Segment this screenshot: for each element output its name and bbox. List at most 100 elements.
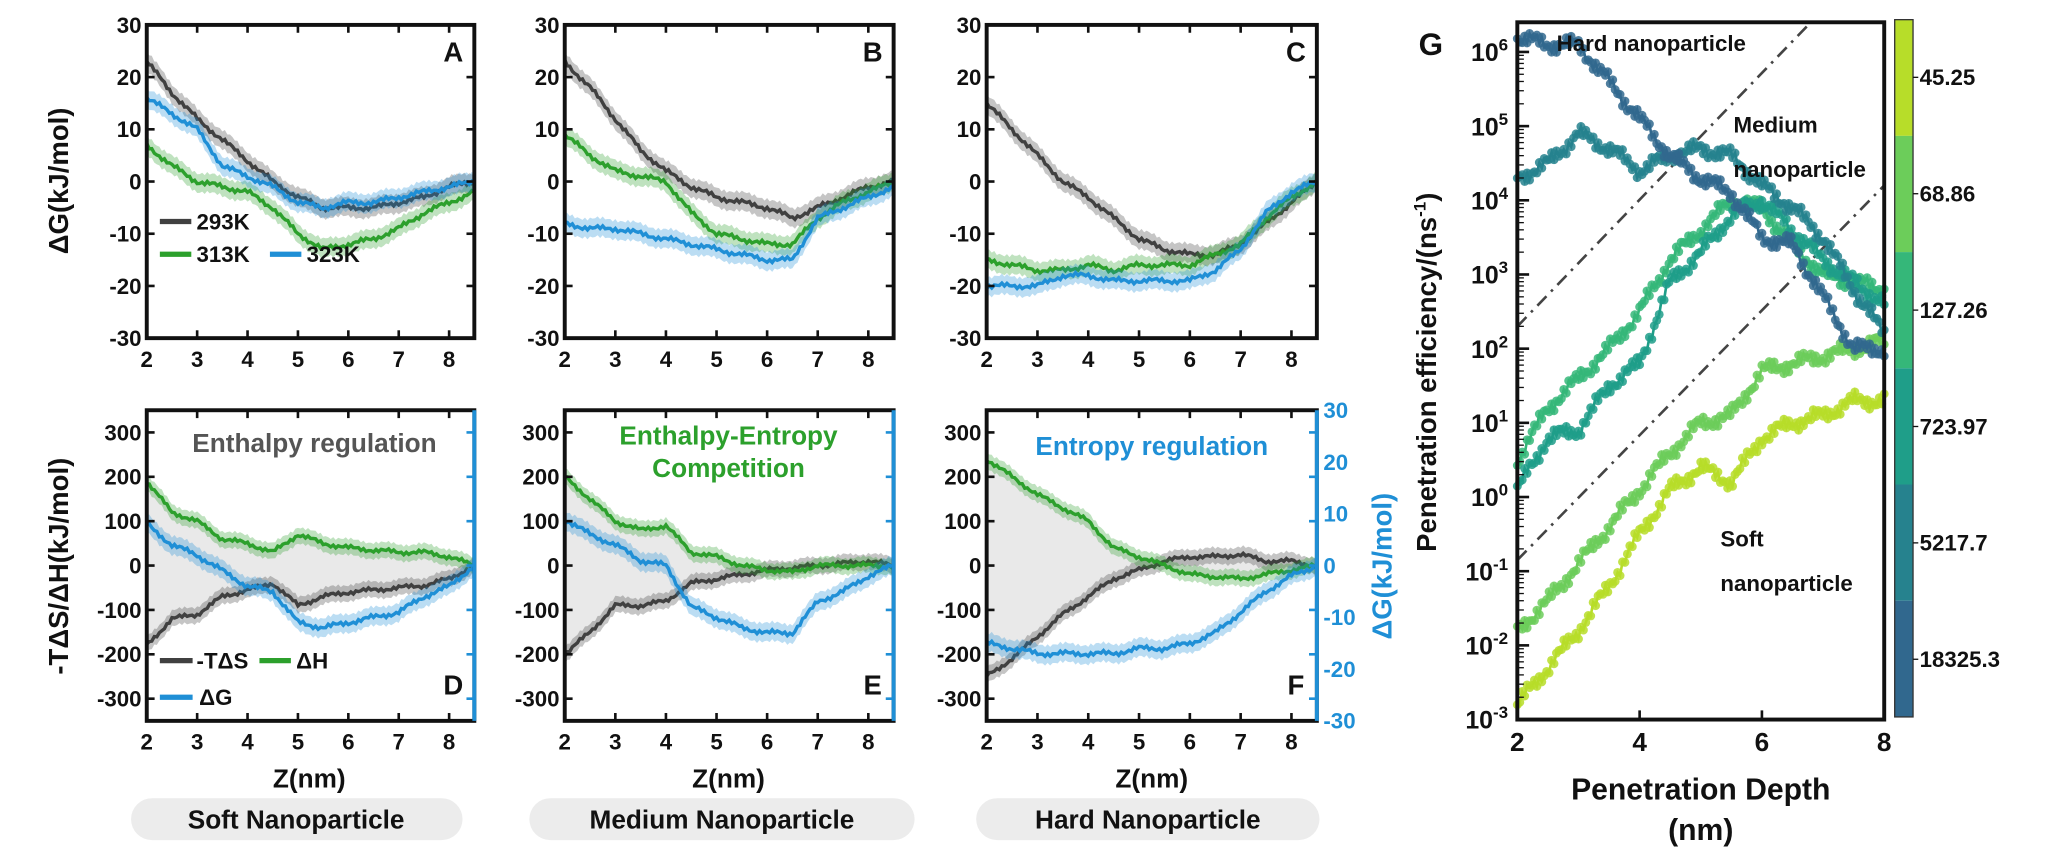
y2-tick-label: -10 (1323, 605, 1355, 630)
y-tick-label: 200 (522, 465, 559, 490)
data-point (1784, 367, 1794, 377)
data-point (1840, 329, 1850, 339)
panel-c (984, 22, 1319, 341)
data-point (1517, 475, 1527, 485)
data-point (1725, 411, 1735, 421)
data-point (1742, 166, 1752, 176)
y-tick-label: -200 (97, 642, 142, 667)
x-tick-label: 3 (609, 730, 621, 755)
data-point (1591, 364, 1601, 374)
data-point (1715, 175, 1725, 185)
y-tick-label: -10 (527, 222, 559, 247)
series-line-313K (145, 142, 476, 251)
data-point (1630, 497, 1640, 507)
legend-313k: 313K (197, 242, 250, 267)
data-point (1838, 258, 1848, 268)
colorbar-band (1894, 19, 1914, 136)
data-point (1608, 75, 1618, 85)
data-point (1686, 163, 1696, 173)
data-point (1659, 456, 1669, 466)
x-tick-label: 4 (660, 730, 673, 755)
axes-frame (562, 22, 896, 341)
data-point (1674, 148, 1684, 158)
data-point (1576, 430, 1586, 440)
data-point (1874, 317, 1884, 327)
x-tick-label: 3 (609, 347, 621, 372)
data-point (1772, 243, 1782, 252)
category-pill-medium: Medium Nanoparticle (529, 798, 915, 841)
y2-tick-label: 30 (1323, 398, 1348, 423)
data-point (1799, 258, 1808, 268)
y-tick-label: -20 (109, 274, 141, 299)
x-tick-label: 8 (1877, 727, 1892, 757)
x-tick-label: 2 (1510, 727, 1525, 757)
data-point (1786, 224, 1796, 234)
x-tick-label: 2 (141, 730, 153, 755)
data-point (1618, 505, 1627, 515)
data-point (1781, 214, 1791, 224)
data-point (1620, 332, 1630, 342)
y-axis-label-g: Penetration efficiency/(ns-1) (1411, 193, 1442, 552)
series-line (564, 183, 895, 266)
data-point (1767, 182, 1777, 192)
colorbar-label: 68.86 (1920, 182, 1976, 207)
y-tick-label: -300 (515, 687, 560, 712)
y-tick-label: 10 (117, 117, 142, 142)
y-tick-label: 10-2 (1465, 629, 1508, 660)
legend-323k: 323K (307, 242, 360, 267)
annotation-enthalpy: Enthalpy regulation (192, 428, 436, 458)
series-line (985, 179, 1319, 292)
x-tick-label: 4 (1082, 730, 1095, 755)
y-tick-label: -200 (515, 642, 560, 667)
x-tick-label: 6 (761, 730, 773, 755)
annotation-competition-2: Competition (652, 453, 805, 483)
data-point (1772, 189, 1782, 199)
x-tick-label: 3 (1031, 347, 1043, 372)
data-point (1644, 523, 1654, 532)
data-point (1586, 611, 1596, 621)
data-point (1620, 96, 1630, 106)
x-tick-label: 4 (241, 730, 254, 755)
data-point (1757, 196, 1767, 205)
data-point (1786, 232, 1796, 242)
x-tick-label: 2 (559, 347, 571, 372)
reference-line-dash-dot (1516, 21, 1812, 328)
x-tick-label: 5 (292, 347, 304, 372)
y-tick-label: 20 (957, 65, 982, 90)
x-axis-label-d: Z(nm) (273, 764, 346, 794)
panel-letter-f: F (1287, 670, 1304, 701)
data-point (1833, 251, 1843, 261)
data-point (1566, 142, 1576, 152)
data-point (1537, 414, 1547, 424)
x-axis-label-g: Penetration Depth (1571, 774, 1830, 807)
x-tick-label: 7 (1234, 347, 1246, 372)
y-tick-label: 300 (104, 420, 141, 445)
panel-f (984, 408, 1319, 723)
data-point (1537, 32, 1547, 42)
y-tick-label: -20 (527, 274, 559, 299)
y2-tick-label: 0 (1323, 553, 1335, 578)
x-tick-label: 3 (1031, 730, 1043, 755)
data-point (1605, 526, 1615, 536)
x-tick-label: 4 (1082, 347, 1095, 372)
x-tick-label: 6 (342, 730, 354, 755)
data-point (1742, 395, 1752, 405)
error-band (986, 93, 1317, 267)
y-tick-label: -100 (937, 598, 982, 623)
colorbar-label: 127.26 (1920, 298, 1988, 323)
series-line-ΔG (146, 521, 476, 632)
y-tick-label: -20 (949, 274, 981, 299)
colorbar-label: 18325.3 (1920, 647, 2000, 672)
data-point (1703, 222, 1713, 232)
annotation-medium-2: nanoparticle (1734, 157, 1866, 182)
data-point (1750, 382, 1760, 392)
x-tick-label: 4 (241, 347, 254, 372)
data-point (1823, 257, 1833, 267)
y-tick-label: 30 (117, 13, 142, 38)
panel-letter-b: B (863, 37, 883, 68)
data-point (1583, 411, 1593, 421)
series-line-ΔH (146, 481, 475, 568)
x-tick-label: 6 (342, 347, 354, 372)
data-point (1769, 429, 1779, 439)
data-point (1835, 409, 1845, 419)
